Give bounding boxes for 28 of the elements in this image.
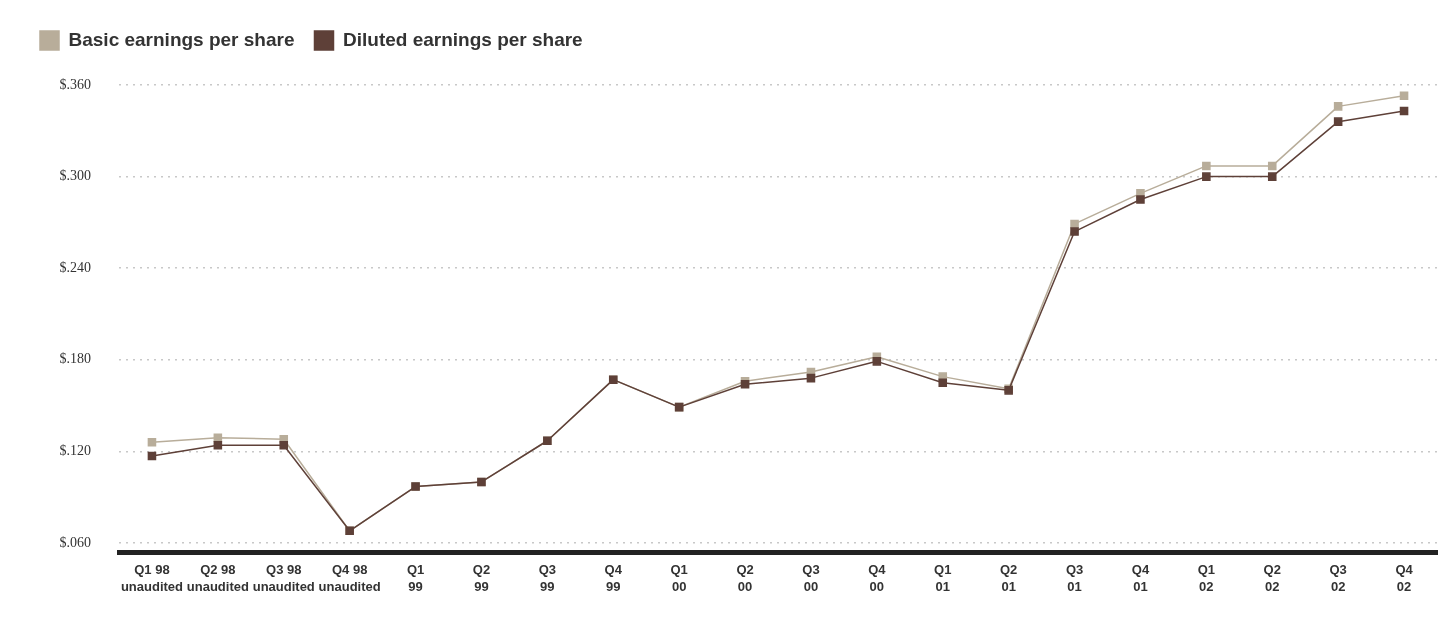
x-tick-label: Q2 02 (1263, 562, 1281, 595)
legend-label: Basic earnings per share (68, 28, 295, 50)
x-tick-label: Q1 98 unaudited (120, 562, 184, 595)
x-tick-label: Q1 01 (934, 562, 952, 595)
y-tick-label: $.120 (59, 443, 91, 459)
x-tick-label: Q4 98 unaudited (318, 562, 381, 595)
x-tick-label: Q3 98 unaudited (252, 562, 315, 595)
x-tick-label: Q3 01 (1065, 562, 1084, 595)
x-tick-label: Q1 99 (406, 562, 425, 595)
y-tick-label: $.240 (59, 259, 91, 275)
y-tick-label: $.180 (59, 351, 91, 367)
x-tick-label: Q3 99 (538, 562, 557, 595)
x-tick-label: Q3 02 (1329, 562, 1347, 595)
x-tick-label: Q2 98 unaudited (186, 562, 249, 595)
x-tick-label: Q4 99 (604, 562, 623, 595)
x-tick-label: Q1 02 (1197, 562, 1216, 595)
x-tick-label: Q4 01 (1131, 562, 1150, 595)
legend-label: Diluted earnings per share (343, 28, 583, 50)
x-tick-label: Q2 01 (999, 562, 1018, 595)
y-tick-label: $.300 (59, 168, 91, 184)
y-tick-label: $.060 (59, 534, 91, 550)
x-tick-label: Q4 00 (868, 562, 887, 595)
x-tick-label: Q1 00 (670, 562, 688, 595)
y-tick-label: $.360 (59, 76, 91, 92)
x-tick-label: Q3 00 (802, 562, 820, 595)
x-tick-label: Q4 02 (1395, 562, 1414, 595)
x-tick-label: Q2 99 (472, 562, 491, 595)
x-tick-label: Q2 00 (736, 562, 754, 595)
